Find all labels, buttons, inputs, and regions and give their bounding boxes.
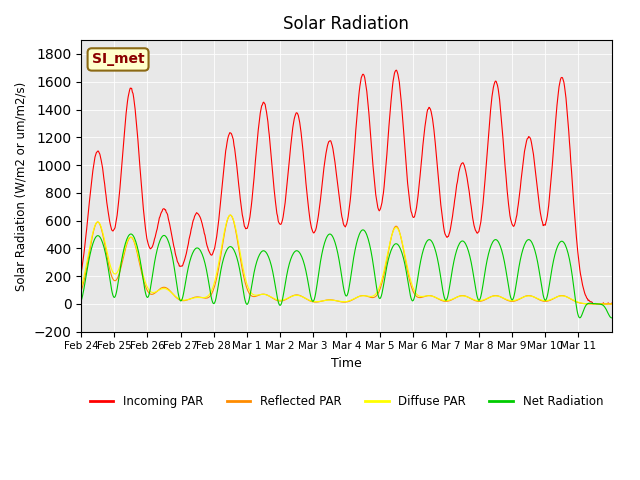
Y-axis label: Solar Radiation (W/m2 or um/m2/s): Solar Radiation (W/m2 or um/m2/s): [15, 81, 28, 290]
Title: Solar Radiation: Solar Radiation: [284, 15, 410, 33]
Legend: Incoming PAR, Reflected PAR, Diffuse PAR, Net Radiation: Incoming PAR, Reflected PAR, Diffuse PAR…: [85, 390, 608, 413]
Text: SI_met: SI_met: [92, 52, 145, 66]
X-axis label: Time: Time: [331, 357, 362, 370]
